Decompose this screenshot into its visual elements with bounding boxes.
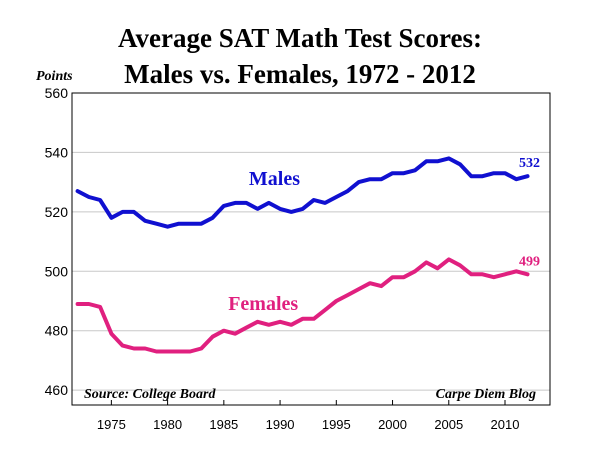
y-tick-label: 460 [45,382,69,398]
x-tick-label: 2005 [434,417,463,432]
credit-annotation: Carpe Diem Blog [436,387,536,402]
y-tick-label: 520 [45,204,69,220]
series-lines: Males 532 Females 499 [75,156,540,354]
series-label-males: Males [249,168,300,190]
series-line-females [75,257,530,354]
y-tick-label: 560 [45,85,69,101]
x-tick-label: 1990 [266,417,295,432]
end-value-label-males: 532 [519,156,540,171]
y-tick-label: 540 [45,144,69,160]
end-value-label-females: 499 [519,254,540,269]
series-label-females: Females [228,293,298,315]
x-tick-label: 1980 [153,417,182,432]
chart-title: Average SAT Math Test Scores: [118,23,482,53]
y-tick-label: 500 [45,263,69,279]
series-line-males [75,156,530,229]
y-axis-label: Points [36,69,73,84]
x-tick-label: 1985 [209,417,238,432]
source-annotation: Source: College Board [84,387,216,402]
y-tick-label: 480 [45,323,69,339]
gridlines [72,92,550,391]
plot-frame [71,92,551,406]
chart-subtitle: Males vs. Females, 1972 - 2012 [124,59,476,89]
x-tick-label: 1975 [97,417,126,432]
x-tick-label: 1995 [322,417,351,432]
x-tick-label: 2000 [378,417,407,432]
x-tick-labels: 1975 1980 1985 1990 1995 2000 2005 2010 [97,400,520,432]
x-tick-label: 2010 [491,417,520,432]
y-tick-labels: 460 480 500 520 540 560 [45,85,69,398]
